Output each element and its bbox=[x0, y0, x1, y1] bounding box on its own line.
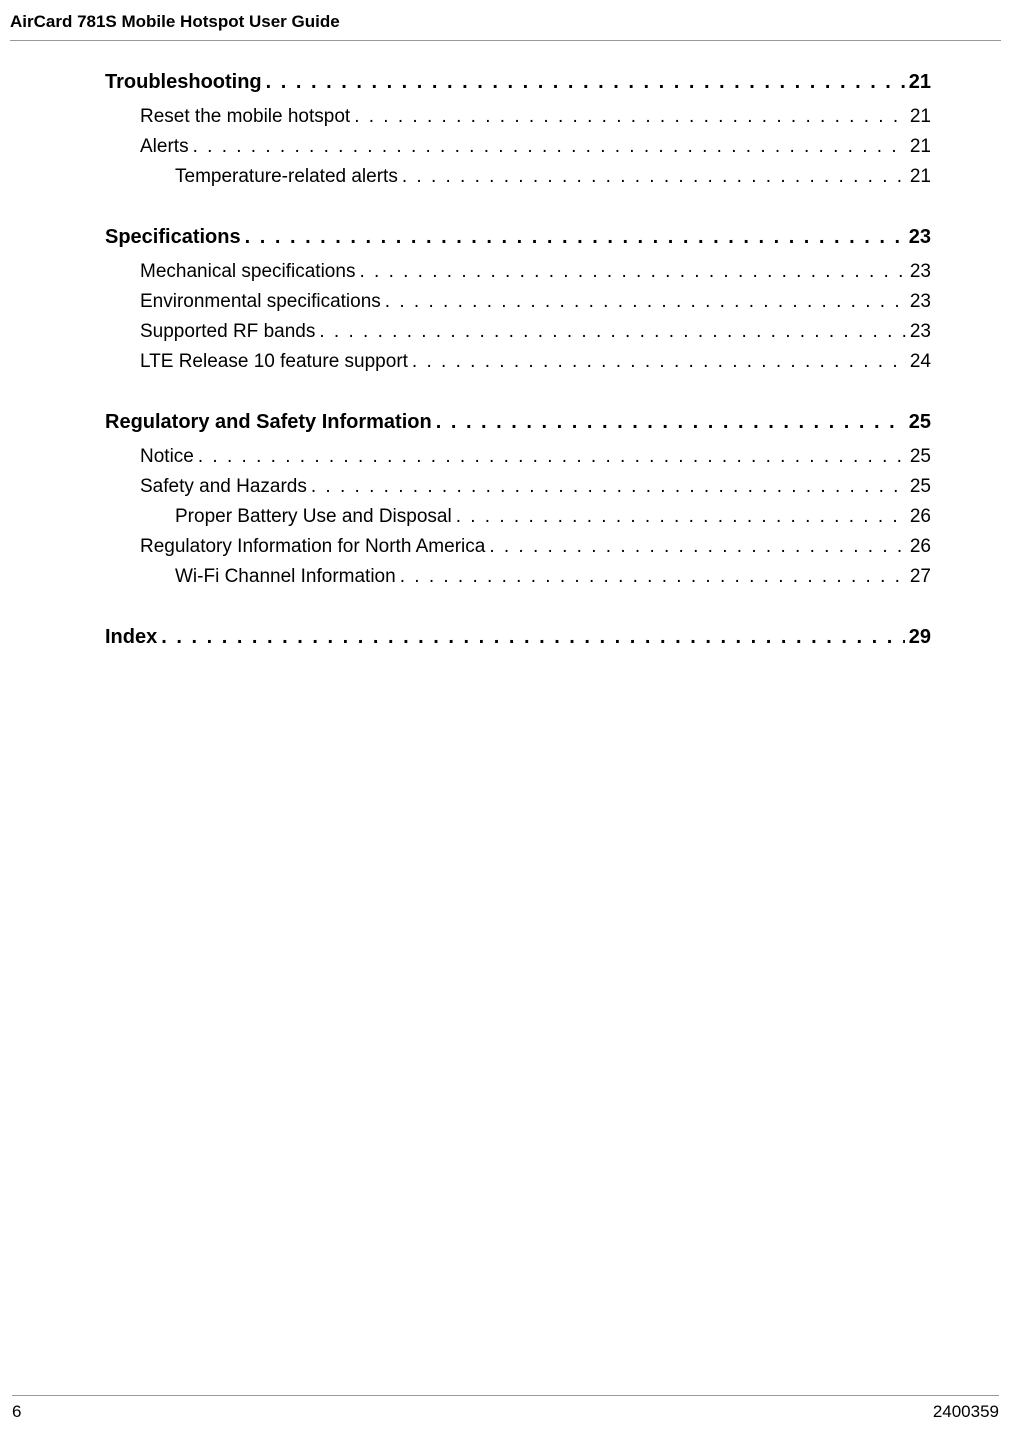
toc-leader bbox=[381, 291, 906, 313]
toc-entry[interactable]: Troubleshooting 21 bbox=[105, 71, 931, 94]
toc-page: 23 bbox=[906, 291, 931, 313]
toc-entry[interactable]: Alerts 21 bbox=[105, 136, 931, 158]
toc-leader bbox=[355, 261, 905, 283]
footer-rule bbox=[12, 1395, 999, 1396]
toc-entry[interactable]: Reset the mobile hotspot 21 bbox=[105, 106, 931, 128]
toc-leader bbox=[408, 351, 906, 373]
toc-entry[interactable]: Environmental specifications 23 bbox=[105, 291, 931, 313]
footer-page-number: 6 bbox=[12, 1402, 21, 1422]
toc-title: Temperature-related alerts bbox=[175, 166, 398, 188]
toc-leader bbox=[262, 71, 905, 94]
toc-title: Mechanical specifications bbox=[140, 261, 355, 283]
toc-entry[interactable]: Regulatory and Safety Information 25 bbox=[105, 411, 931, 434]
toc-page: 25 bbox=[906, 476, 931, 498]
toc-title: Index bbox=[105, 626, 157, 649]
toc-leader bbox=[307, 476, 906, 498]
toc-leader bbox=[350, 106, 906, 128]
toc-page: 23 bbox=[906, 261, 931, 283]
footer-doc-number: 2400359 bbox=[933, 1402, 999, 1422]
footer-row: 6 2400359 bbox=[12, 1402, 999, 1422]
toc-page: 23 bbox=[906, 321, 931, 343]
toc-title: Alerts bbox=[140, 136, 189, 158]
toc-page: 25 bbox=[906, 446, 931, 468]
toc-page: 23 bbox=[905, 226, 931, 249]
toc-leader bbox=[432, 411, 905, 434]
toc-title: Safety and Hazards bbox=[140, 476, 307, 498]
toc-leader bbox=[157, 626, 905, 649]
toc-page: 26 bbox=[906, 536, 931, 558]
toc-title: Supported RF bands bbox=[140, 321, 315, 343]
toc-page: 29 bbox=[905, 626, 931, 649]
toc-entry[interactable]: Specifications 23 bbox=[105, 226, 931, 249]
toc-leader bbox=[452, 506, 906, 528]
toc-entry[interactable]: Supported RF bands 23 bbox=[105, 321, 931, 343]
toc-entry[interactable]: Regulatory Information for North America… bbox=[105, 536, 931, 558]
toc-page: 24 bbox=[906, 351, 931, 373]
toc-leader bbox=[485, 536, 906, 558]
toc-title: LTE Release 10 feature support bbox=[140, 351, 408, 373]
toc-entry[interactable]: Mechanical specifications 23 bbox=[105, 261, 931, 283]
toc-entry[interactable]: Temperature-related alerts 21 bbox=[105, 166, 931, 188]
toc-section-troubleshooting: Troubleshooting 21 Reset the mobile hots… bbox=[105, 71, 931, 188]
toc-entry[interactable]: Notice 25 bbox=[105, 446, 931, 468]
toc-title: Wi-Fi Channel Information bbox=[175, 566, 396, 588]
toc-page: 27 bbox=[906, 566, 931, 588]
toc-entry[interactable]: Index 29 bbox=[105, 626, 931, 649]
page-header: AirCard 781S Mobile Hotspot User Guide bbox=[0, 0, 1011, 40]
toc-entry[interactable]: Wi-Fi Channel Information 27 bbox=[105, 566, 931, 588]
toc-entry[interactable]: Safety and Hazards 25 bbox=[105, 476, 931, 498]
toc-leader bbox=[194, 446, 906, 468]
toc-page: 26 bbox=[906, 506, 931, 528]
toc-page: 21 bbox=[906, 136, 931, 158]
toc-leader bbox=[315, 321, 906, 343]
toc-title: Proper Battery Use and Disposal bbox=[175, 506, 452, 528]
header-title: AirCard 781S Mobile Hotspot User Guide bbox=[10, 12, 340, 31]
toc-entry[interactable]: LTE Release 10 feature support 24 bbox=[105, 351, 931, 373]
page-footer: 6 2400359 bbox=[0, 1395, 1011, 1422]
toc-leader bbox=[396, 566, 906, 588]
toc-page: 21 bbox=[905, 71, 931, 94]
toc-title: Notice bbox=[140, 446, 194, 468]
toc-title: Reset the mobile hotspot bbox=[140, 106, 350, 128]
toc-leader bbox=[398, 166, 906, 188]
toc-entry[interactable]: Proper Battery Use and Disposal 26 bbox=[105, 506, 931, 528]
toc-page: 21 bbox=[906, 166, 931, 188]
toc-title: Regulatory Information for North America bbox=[140, 536, 485, 558]
toc-leader bbox=[241, 226, 905, 249]
toc-section-specifications: Specifications 23 Mechanical specificati… bbox=[105, 226, 931, 373]
toc-title: Troubleshooting bbox=[105, 71, 262, 94]
toc-page: 25 bbox=[905, 411, 931, 434]
toc-title: Regulatory and Safety Information bbox=[105, 411, 432, 434]
toc-title: Specifications bbox=[105, 226, 241, 249]
toc-section-index: Index 29 bbox=[105, 626, 931, 649]
toc-section-regulatory: Regulatory and Safety Information 25 Not… bbox=[105, 411, 931, 588]
toc-leader bbox=[189, 136, 906, 158]
toc-page: 21 bbox=[906, 106, 931, 128]
toc-content: Troubleshooting 21 Reset the mobile hots… bbox=[0, 41, 1011, 649]
toc-title: Environmental specifications bbox=[140, 291, 381, 313]
